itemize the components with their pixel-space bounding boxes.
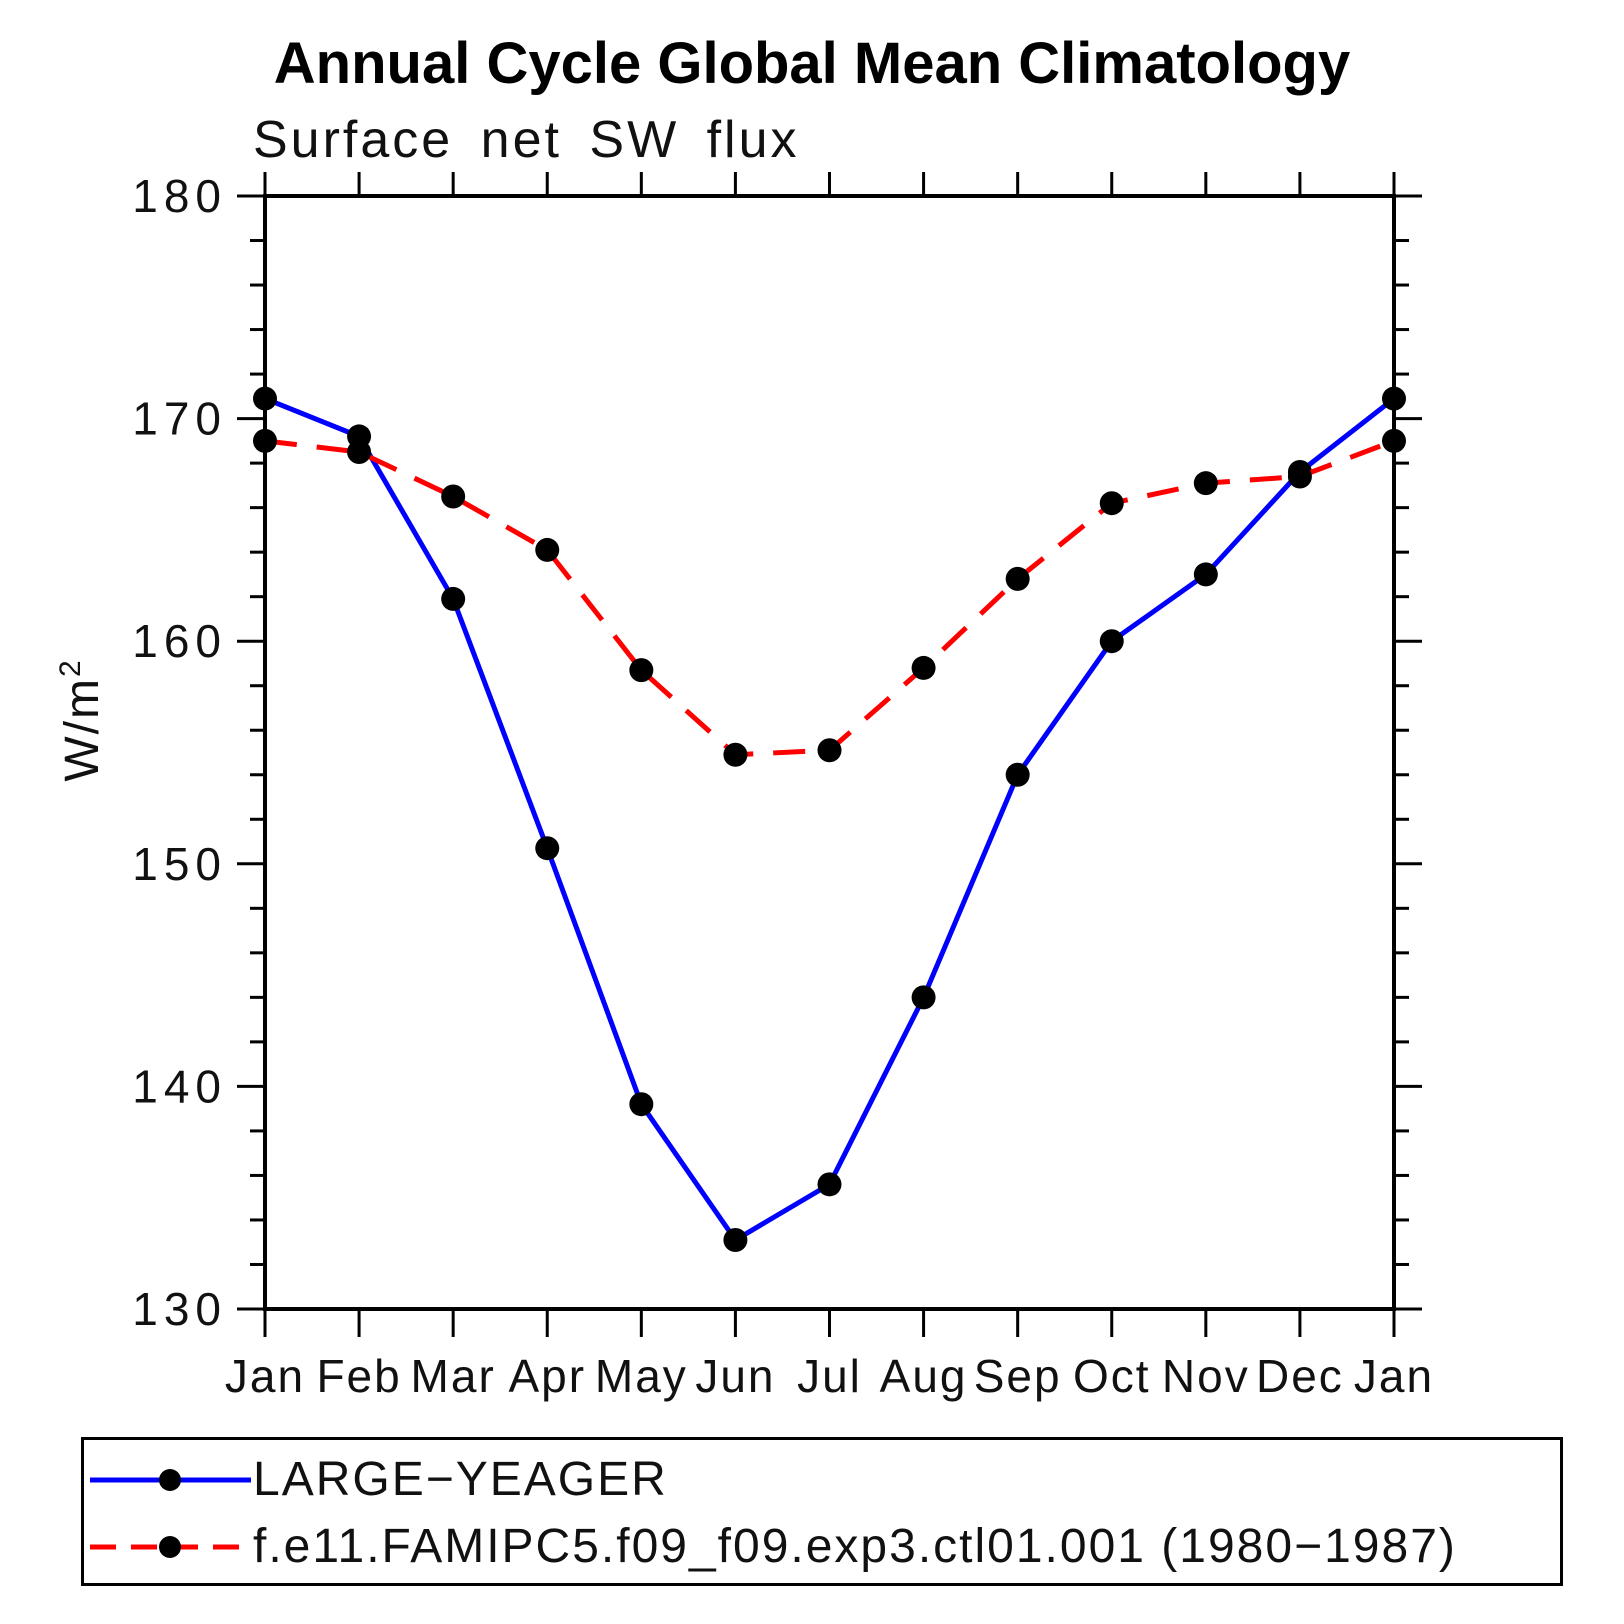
legend-marker-dot-1 (159, 1535, 181, 1558)
data-point (1193, 562, 1218, 587)
y-tick-label: 170 (132, 393, 227, 445)
y-tick-label: 160 (132, 615, 227, 667)
x-tick-label: Oct (1073, 1350, 1151, 1402)
legend-label: LARGE−YEAGER (253, 1453, 668, 1506)
x-tick-label: Mar (411, 1350, 496, 1402)
data-point (347, 439, 372, 464)
chart-title: Annual Cycle Global Mean Climatology (273, 31, 1351, 96)
y-tick-label: 150 (132, 838, 227, 890)
data-point (817, 1172, 842, 1197)
data-point (723, 742, 748, 767)
data-point (441, 586, 466, 611)
y-tick-label: 140 (132, 1060, 227, 1112)
x-tick-label: Jun (695, 1350, 775, 1402)
y-tick-label: 180 (132, 170, 227, 222)
data-point (1193, 471, 1218, 496)
x-tick-label: Jan (225, 1350, 305, 1402)
legend-label: f.e11.FAMIPC5.f09_f09.exp3.ctl01.001 (19… (253, 1520, 1457, 1573)
data-point (629, 1092, 654, 1117)
data-point (1099, 629, 1124, 654)
data-point (911, 985, 936, 1010)
x-tick-label: May (595, 1350, 688, 1402)
legend-item-famipc5: f.e11.FAMIPC5.f09_f09.exp3.ctl01.001 (19… (88, 1513, 1560, 1580)
series-line-0 (264, 396, 1396, 1244)
data-point (535, 836, 560, 861)
chart-subtitle: Surface net SW flux (253, 111, 800, 169)
data-point (911, 655, 936, 680)
data-point (723, 1227, 748, 1252)
data-point (1382, 386, 1406, 411)
data-point (253, 428, 277, 453)
series-line-1 (264, 438, 1395, 758)
x-tick-label: Apr (508, 1350, 586, 1402)
data-point (1005, 566, 1030, 591)
x-tick-label: Aug (880, 1350, 968, 1402)
y-tick-label: 130 (132, 1283, 227, 1335)
x-tick-label: Jan (1354, 1350, 1434, 1402)
data-point (441, 484, 466, 509)
data-point (253, 386, 277, 411)
data-point (1099, 491, 1124, 516)
x-tick-label: Jul (797, 1350, 862, 1402)
legend-solid-line-icon (90, 1468, 251, 1491)
data-point (629, 658, 654, 683)
data-point (1382, 428, 1406, 453)
legend-dashed-line-icon (90, 1535, 251, 1558)
x-tick-label: Sep (974, 1350, 1062, 1402)
legend-item-large-yeager: LARGE−YEAGER (88, 1446, 1560, 1513)
legend-marker-dot-0 (159, 1468, 181, 1491)
data-point (535, 537, 560, 562)
data-point (817, 738, 842, 763)
data-point (1005, 762, 1030, 787)
data-point (1287, 464, 1312, 489)
legend: LARGE−YEAGER f.e11.FAMIPC5.f09_f09.exp3.… (81, 1437, 1563, 1586)
x-tick-label: Dec (1256, 1350, 1344, 1402)
x-tick-label: Nov (1162, 1350, 1250, 1402)
x-tick-label: Feb (316, 1350, 401, 1402)
